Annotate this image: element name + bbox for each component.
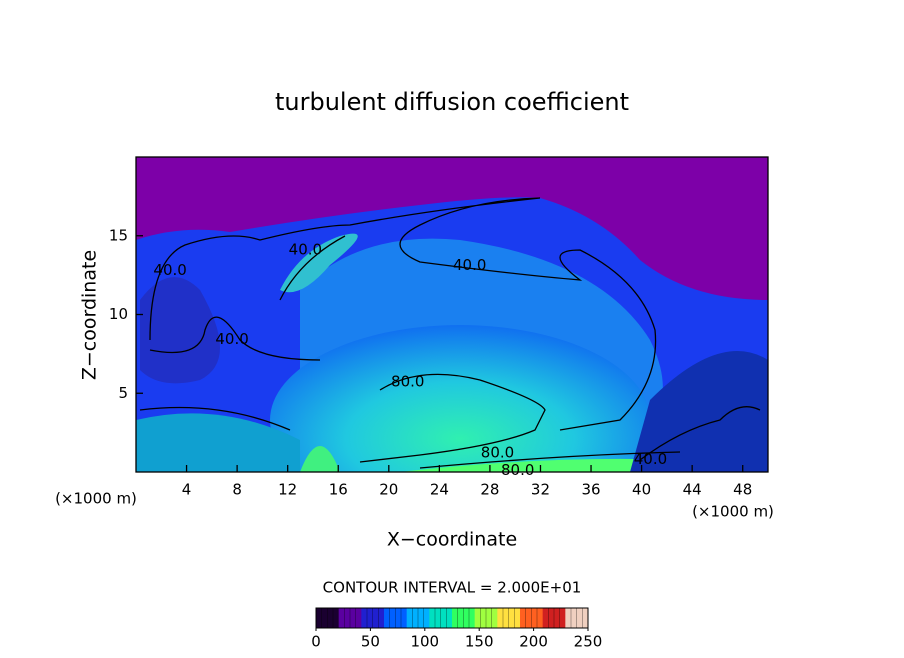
contour-label: 40.0 — [153, 261, 186, 279]
x-tick-label: 20 — [379, 481, 398, 499]
x-tick-label: 16 — [329, 481, 348, 499]
y-axis-label: Z−coordinate — [79, 250, 101, 380]
x-axis-label: X−coordinate — [387, 529, 517, 551]
colorbar-tick-label: 0 — [311, 633, 321, 651]
y-tick-label: 10 — [109, 305, 128, 323]
contour-label: 80.0 — [391, 373, 424, 391]
chart-title: turbulent diffusion coefficient — [275, 88, 629, 116]
colorbar-frame — [315, 607, 589, 629]
x-tick-label: 28 — [480, 481, 499, 499]
contour-label: 40.0 — [215, 330, 248, 348]
contour-label: 40.0 — [634, 450, 667, 468]
colorbar-tick-label: 250 — [574, 633, 603, 651]
contour-field — [136, 157, 768, 472]
x-tick-label: 36 — [581, 481, 600, 499]
x-tick-label: 12 — [278, 481, 297, 499]
x-tick-label: 4 — [182, 481, 192, 499]
contour-lines — [139, 197, 761, 469]
contour-label: 80.0 — [501, 461, 534, 479]
contour-interval: CONTOUR INTERVAL = 2.000E+01 — [323, 579, 582, 597]
y-tick-label: 15 — [109, 226, 128, 244]
x-tick-label: 24 — [430, 481, 449, 499]
colorbar-tick-label: 150 — [465, 633, 494, 651]
x-unit-left: (×1000 m) — [55, 490, 137, 508]
colorbar-tick-label: 200 — [519, 633, 548, 651]
x-tick-label: 8 — [232, 481, 242, 499]
colorbar-tick-label: 50 — [361, 633, 380, 651]
x-tick-label: 40 — [632, 481, 651, 499]
contour-label: 40.0 — [289, 240, 322, 258]
colorbar-tick-label: 100 — [410, 633, 439, 651]
x-tick-label: 44 — [683, 481, 702, 499]
x-tick-label: 48 — [733, 481, 752, 499]
x-tick-label: 32 — [531, 481, 550, 499]
y-tick-label: 5 — [118, 384, 128, 402]
x-unit-right: (×1000 m) — [692, 503, 774, 521]
contour-label: 40.0 — [453, 256, 486, 274]
contour-label: 80.0 — [481, 444, 514, 462]
